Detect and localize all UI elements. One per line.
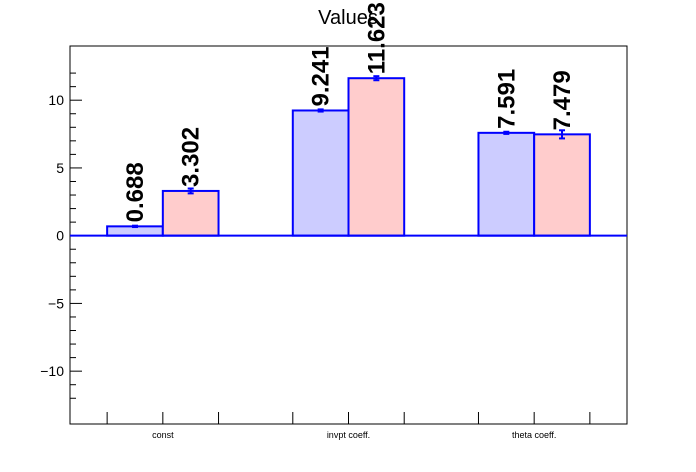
data-label: 3.302 <box>178 127 205 187</box>
x-tick-label: theta coeff. <box>512 430 556 440</box>
data-label: 7.479 <box>549 70 576 130</box>
y-tick-label: 5 <box>56 160 64 176</box>
chart-title: Values <box>318 7 378 29</box>
data-label: 11.623 <box>363 2 390 74</box>
y-tick-label: 10 <box>48 92 64 108</box>
data-labels-group: 0.688 9.241 7.591 3.302 11.623 7.479 <box>122 2 576 222</box>
bar <box>533 133 591 237</box>
y-tick-label: 0 <box>56 228 64 244</box>
error-bars-group <box>131 75 566 229</box>
x-axis-labels: const invpt coeff. theta coeff. <box>152 430 556 440</box>
bar <box>291 109 350 237</box>
bar <box>347 77 406 237</box>
y-axis-labels: −10 −5 0 5 10 <box>40 92 64 379</box>
data-label: 7.591 <box>493 69 520 129</box>
x-tick-label: invpt coeff. <box>327 430 370 440</box>
x-tick-label: const <box>152 430 174 440</box>
data-label: 0.688 <box>122 162 149 222</box>
y-tick-label: −10 <box>40 363 64 379</box>
bar <box>161 189 220 237</box>
data-label: 9.241 <box>308 46 335 106</box>
y-axis-ticks <box>70 72 82 399</box>
y-tick-label: −5 <box>48 295 64 311</box>
bar <box>477 131 536 237</box>
x-axis-ticks <box>106 412 591 424</box>
